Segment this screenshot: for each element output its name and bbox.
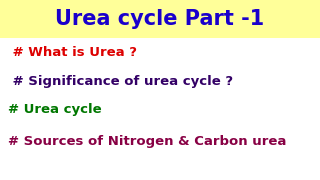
Bar [0,0,320,38]
Text: # Urea cycle: # Urea cycle [8,103,102,116]
Text: # What is Urea ?: # What is Urea ? [8,46,137,58]
Text: Urea cycle Part -1: Urea cycle Part -1 [55,9,265,29]
Text: # Sources of Nitrogen & Carbon urea: # Sources of Nitrogen & Carbon urea [8,136,286,148]
Text: # Significance of urea cycle ?: # Significance of urea cycle ? [8,75,233,89]
